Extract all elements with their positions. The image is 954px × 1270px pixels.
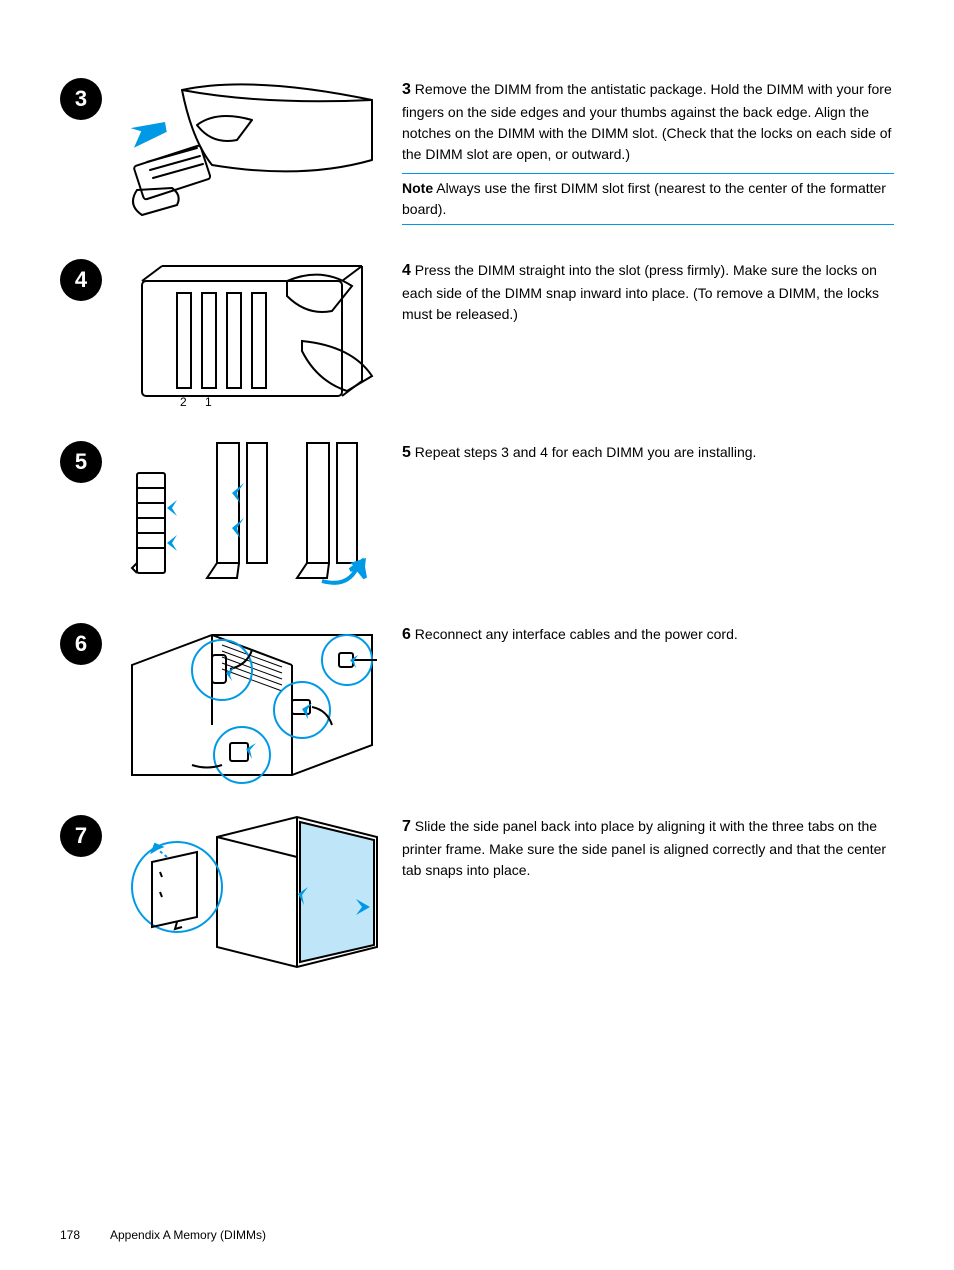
note-text: Always use the first DIMM slot first (ne…	[402, 180, 886, 217]
illustration-step-3	[122, 70, 382, 220]
step-5-lead: 5	[402, 444, 411, 461]
step-3: 3	[60, 70, 894, 229]
step-3-body: Remove the DIMM from the antistatic pack…	[402, 81, 892, 162]
doc-title: Appendix A Memory (DIMMs)	[110, 1228, 266, 1242]
step-3-lead: 3	[402, 81, 411, 98]
step-number-4: 4	[60, 259, 102, 301]
step-4-body: Press the DIMM straight into the slot (p…	[402, 262, 879, 322]
step-5-body: Repeat steps 3 and 4 for each DIMM you a…	[415, 444, 757, 460]
step-4-lead: 4	[402, 262, 411, 279]
step-6-text: 6 Reconnect any interface cables and the…	[402, 615, 894, 647]
svg-text:1: 1	[205, 395, 212, 409]
note-rule-bottom	[402, 224, 894, 225]
step-4: 4	[60, 251, 894, 411]
step-number-7: 7	[60, 815, 102, 857]
step-3-text: 3 Remove the DIMM from the antistatic pa…	[402, 70, 894, 229]
step-6-body: Reconnect any interface cables and the p…	[415, 626, 738, 642]
illustration-step-4: 2 1	[122, 251, 382, 411]
steps-container: 3	[60, 70, 894, 977]
illustration-step-5	[122, 433, 382, 593]
note-rule-top	[402, 173, 894, 174]
step-7-body: Slide the side panel back into place by …	[402, 818, 886, 878]
step-number-6: 6	[60, 623, 102, 665]
step-7-text: 7 Slide the side panel back into place b…	[402, 807, 894, 881]
svg-text:2: 2	[180, 395, 187, 409]
step-number-3: 3	[60, 78, 102, 120]
step-7-lead: 7	[402, 818, 411, 835]
step-5-text: 5 Repeat steps 3 and 4 for each DIMM you…	[402, 433, 894, 465]
illustration-step-7	[122, 807, 382, 977]
step-7: 7	[60, 807, 894, 977]
step-5: 5	[60, 433, 894, 593]
page: 3	[0, 0, 954, 1270]
step-number-5: 5	[60, 441, 102, 483]
step-6-lead: 6	[402, 626, 411, 643]
page-number: 178	[60, 1228, 80, 1242]
illustration-step-6	[122, 615, 382, 785]
step-6: 6	[60, 615, 894, 785]
note-label: Note	[402, 180, 433, 196]
step-3-note: Note Always use the first DIMM slot firs…	[402, 173, 894, 225]
step-4-text: 4 Press the DIMM straight into the slot …	[402, 251, 894, 325]
